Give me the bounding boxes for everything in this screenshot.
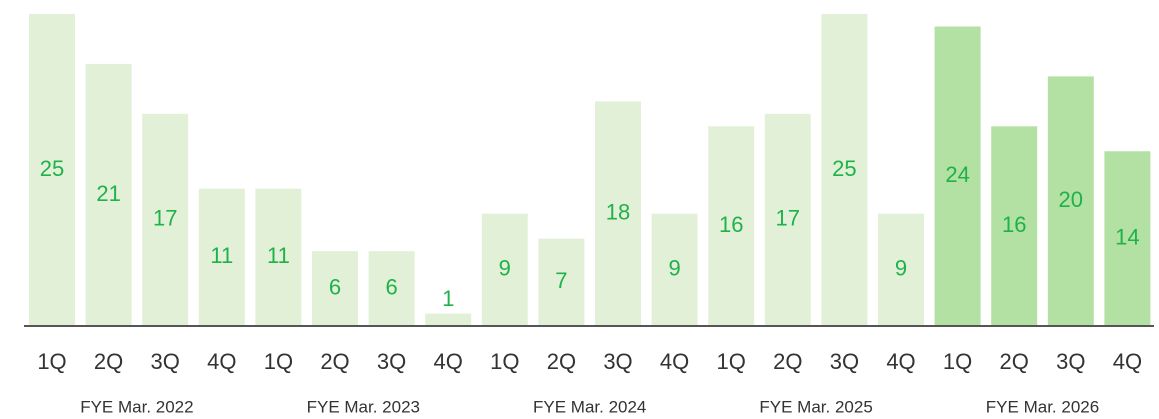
bar — [312, 251, 358, 326]
x-tick-label: 4Q — [1113, 349, 1142, 374]
x-tick-label: 3Q — [151, 349, 180, 374]
x-tick-label: 3Q — [1056, 349, 1085, 374]
bar — [821, 14, 868, 326]
value-label: 1 — [442, 286, 454, 311]
value-label: 14 — [1115, 224, 1139, 249]
value-label: 25 — [832, 156, 856, 181]
group-label: FYE Mar. 2023 — [307, 397, 420, 416]
value-label: 7 — [555, 268, 567, 293]
value-label: 24 — [945, 162, 969, 187]
x-tick-label: 4Q — [660, 349, 689, 374]
x-tick-label: 4Q — [207, 349, 236, 374]
value-label: 21 — [96, 181, 120, 206]
bar — [764, 113, 811, 326]
group-label: FYE Mar. 2022 — [80, 397, 193, 416]
bar — [29, 14, 75, 326]
bar — [142, 113, 189, 326]
x-tick-label: 3Q — [603, 349, 632, 374]
x-tick-label: 1Q — [490, 349, 519, 374]
group-label: FYE Mar. 2024 — [533, 397, 646, 416]
value-label: 6 — [329, 274, 341, 299]
group-label: FYE Mar. 2025 — [759, 397, 872, 416]
x-tick-label: 2Q — [547, 349, 576, 374]
x-tick-label: 3Q — [377, 349, 406, 374]
x-tick-label: 3Q — [830, 349, 859, 374]
bar — [708, 126, 755, 326]
x-tick-label: 1Q — [717, 349, 746, 374]
value-label: 18 — [606, 199, 630, 224]
bar — [368, 251, 415, 326]
x-tick-label: 4Q — [434, 349, 463, 374]
value-label: 20 — [1059, 187, 1083, 212]
value-label: 17 — [776, 206, 800, 231]
bar — [481, 213, 528, 326]
bar — [85, 63, 132, 327]
x-tick-label: 1Q — [264, 349, 293, 374]
value-label: 9 — [668, 256, 680, 281]
bar — [1047, 76, 1094, 327]
bar — [1104, 151, 1151, 326]
x-tick-label: 2Q — [94, 349, 123, 374]
bar — [198, 188, 245, 326]
value-label: 11 — [267, 243, 290, 268]
x-tick-label: 1Q — [943, 349, 972, 374]
value-label: 6 — [385, 274, 397, 299]
bar — [991, 126, 1038, 326]
bar — [651, 213, 698, 326]
x-tick-label: 2Q — [773, 349, 802, 374]
x-tick-label: 4Q — [886, 349, 915, 374]
bar — [878, 213, 924, 326]
bar — [934, 26, 981, 326]
value-label: 25 — [40, 156, 64, 181]
value-label: 11 — [210, 243, 233, 268]
x-tick-label: 2Q — [1000, 349, 1029, 374]
x-tick-label: 2Q — [320, 349, 349, 374]
bar — [538, 238, 585, 326]
group-label: FYE Mar. 2026 — [986, 397, 1099, 416]
value-label: 16 — [1002, 212, 1026, 237]
x-tick-label: 1Q — [37, 349, 66, 374]
bar — [255, 188, 302, 326]
value-label: 17 — [153, 206, 177, 231]
value-label: 9 — [895, 256, 907, 281]
bar — [425, 313, 472, 326]
value-label: 16 — [719, 212, 743, 237]
value-label: 9 — [499, 256, 511, 281]
bar — [595, 101, 641, 326]
